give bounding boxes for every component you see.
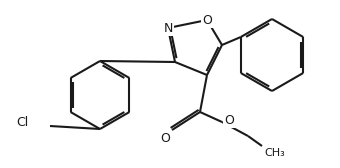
Text: O: O xyxy=(224,115,234,128)
Text: CH₃: CH₃ xyxy=(264,148,285,158)
Text: Cl: Cl xyxy=(16,116,28,129)
Text: N: N xyxy=(163,22,173,34)
Text: O: O xyxy=(202,13,212,27)
Text: O: O xyxy=(160,132,170,145)
